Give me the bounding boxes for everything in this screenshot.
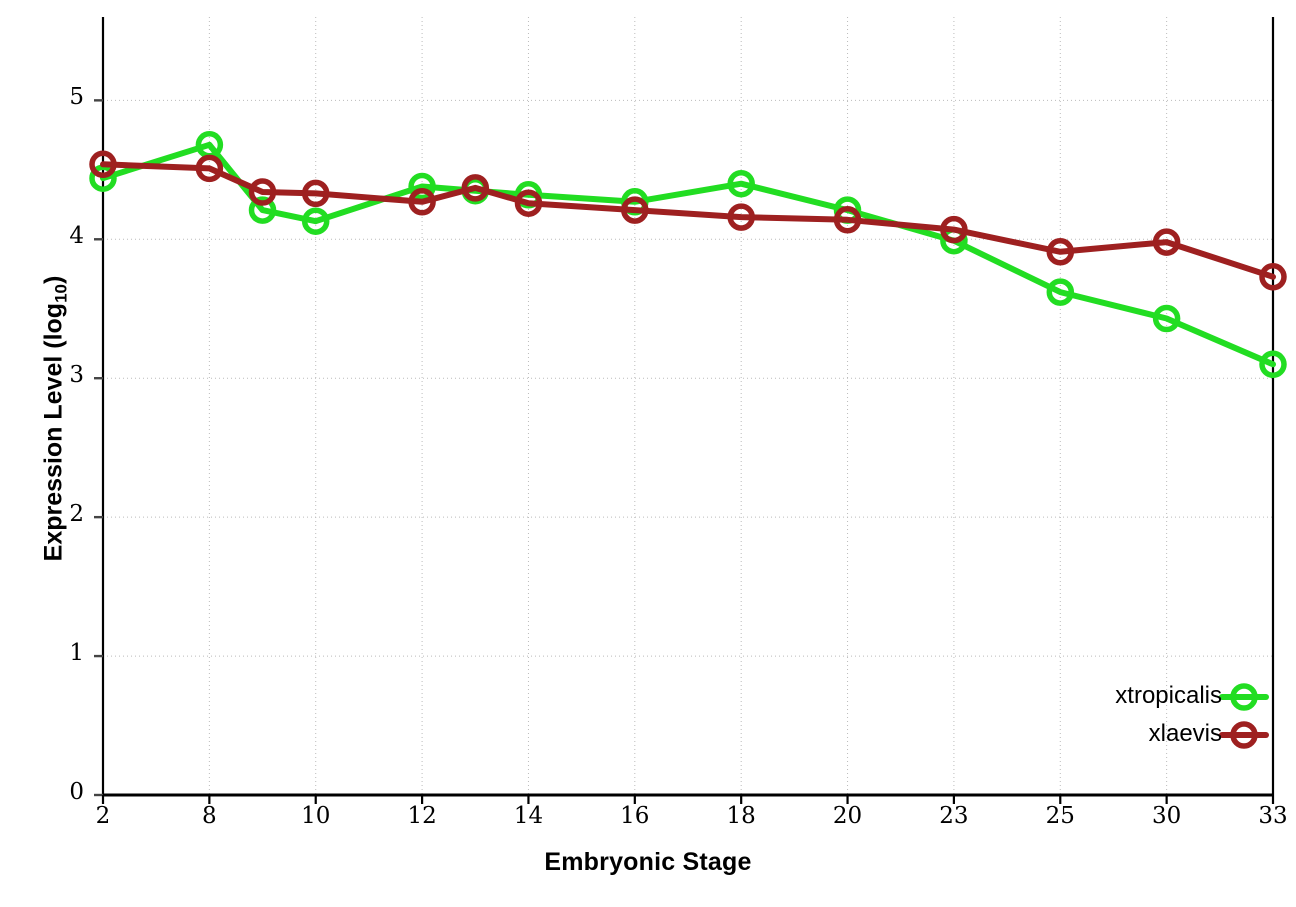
legend-marker-xtropicalis — [1230, 683, 1258, 711]
data-point-xtropicalis-9 — [248, 196, 277, 224]
data-point-xlaevis-18 — [727, 203, 755, 231]
data-point-xtropicalis-33 — [1259, 350, 1287, 379]
data-point-xlaevis-23 — [940, 215, 968, 244]
x-tick-label: 10 — [301, 803, 331, 829]
data-point-xlaevis-33 — [1259, 263, 1287, 291]
data-point-xtropicalis-10 — [301, 207, 330, 235]
y-tick-label: 1 — [69, 640, 84, 667]
series-line-xtropicalis — [100, 141, 1276, 368]
data-point-xlaevis-13 — [461, 174, 490, 202]
legend-marker-xlaevis — [1230, 721, 1258, 749]
data-point-xlaevis-20 — [833, 206, 862, 234]
x-axis-title: Embryonic Stage — [544, 848, 752, 876]
data-point-xlaevis-16 — [621, 196, 649, 224]
y-tick-label: 2 — [69, 501, 84, 528]
data-point-xlaevis-8 — [195, 154, 224, 183]
x-tick-label: 25 — [1045, 803, 1075, 829]
x-tick-label: 23 — [939, 803, 969, 829]
y-tick-label: 4 — [69, 223, 84, 250]
data-point-xlaevis-12 — [408, 188, 436, 216]
x-tick-label: 18 — [726, 803, 756, 829]
data-point-xlaevis-14 — [514, 189, 543, 217]
x-tick-label: 33 — [1258, 803, 1288, 829]
data-point-xlaevis-30 — [1152, 228, 1181, 256]
legend-label-xlaevis: xlaevis — [1148, 720, 1222, 747]
y-tick-label: 5 — [69, 84, 84, 111]
x-tick-label: 16 — [620, 803, 650, 829]
x-tick-label: 2 — [95, 803, 111, 829]
legend-label-xtropicalis: xtropicalis — [1115, 682, 1222, 709]
data-point-xtropicalis-18 — [727, 169, 755, 198]
series-line-xlaevis — [100, 161, 1276, 280]
data-point-xtropicalis-25 — [1046, 278, 1075, 306]
x-tick-label: 14 — [513, 803, 544, 829]
data-point-xtropicalis-12 — [408, 172, 436, 201]
y-tick-label: 0 — [69, 779, 84, 805]
x-tick-label: 8 — [202, 803, 217, 829]
x-tick-label: 20 — [832, 803, 863, 829]
data-point-xtropicalis-30 — [1152, 304, 1181, 333]
data-point-xlaevis-2 — [89, 150, 117, 179]
data-point-xlaevis-10 — [301, 179, 330, 208]
data-point-xlaevis-9 — [248, 178, 277, 206]
x-tick-label: 12 — [407, 803, 437, 829]
x-tick-label: 30 — [1151, 803, 1182, 829]
y-axis-title-subscript: 10 — [51, 284, 71, 303]
data-point-xlaevis-25 — [1046, 238, 1075, 266]
y-tick-label: 3 — [69, 362, 84, 389]
